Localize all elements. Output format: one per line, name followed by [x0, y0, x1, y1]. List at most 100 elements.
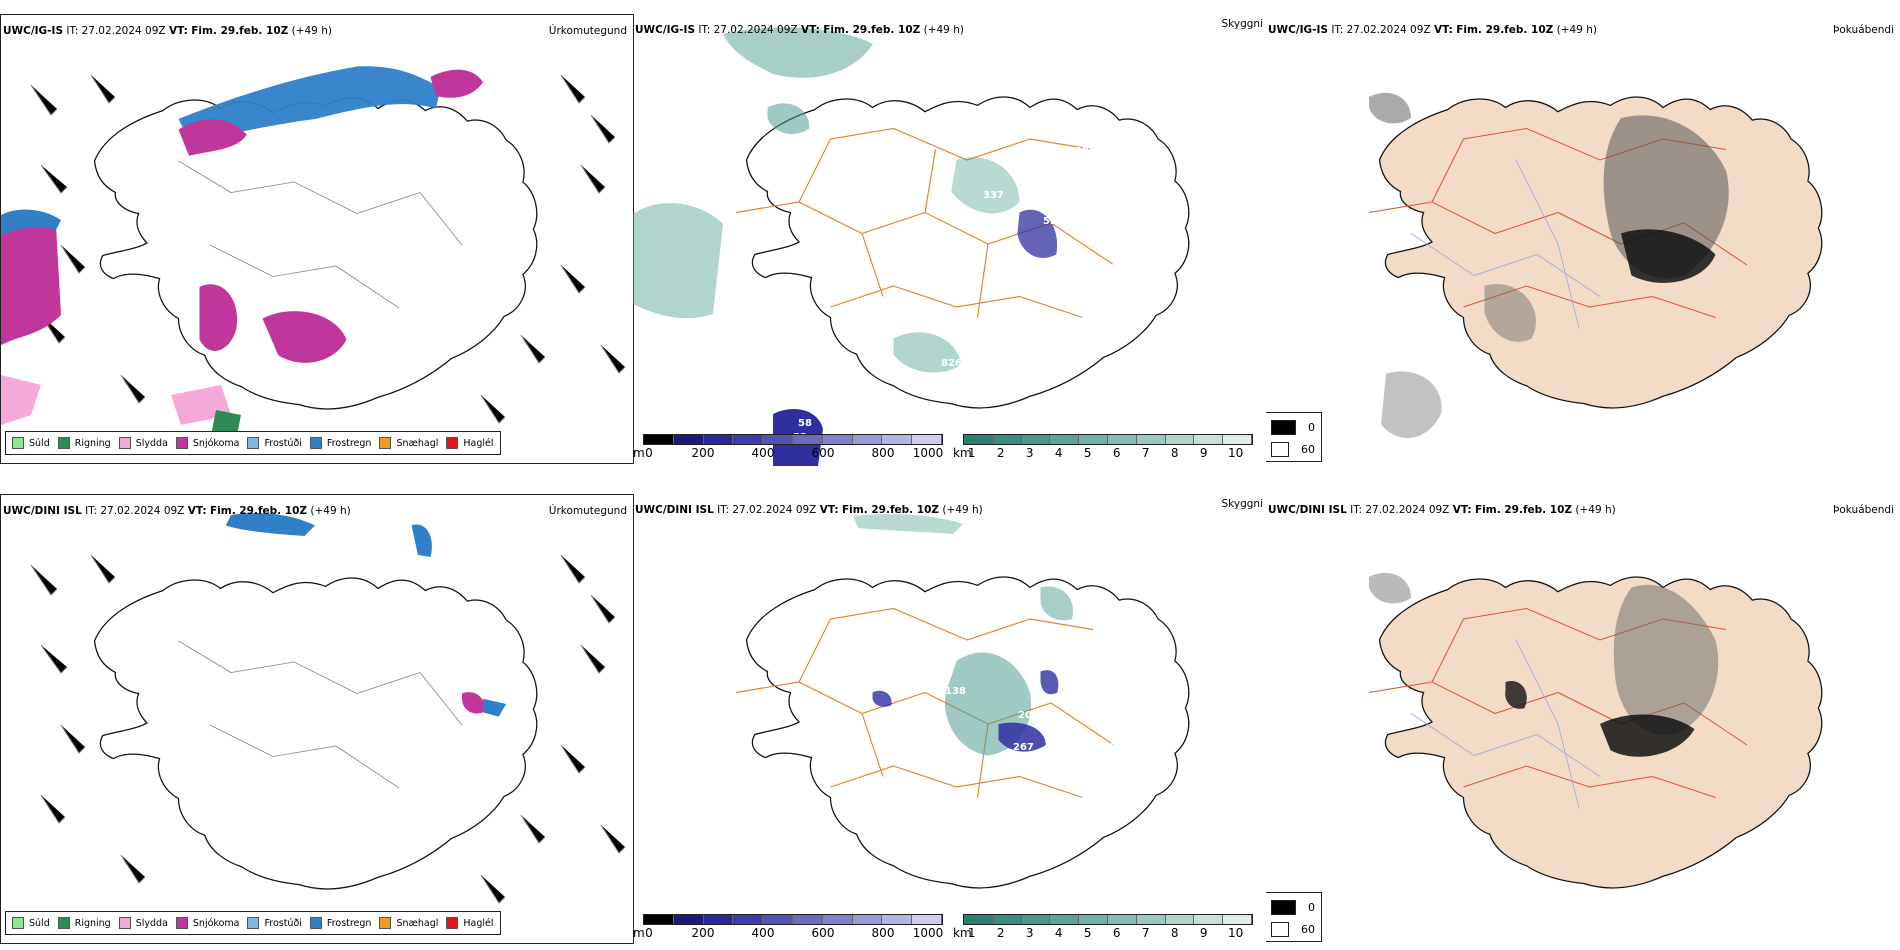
colorbar-tick: 8: [1170, 926, 1179, 940]
visibility-panel-top: 268 261 190 37 968 55 386 337 391 300 52…: [633, 14, 1265, 466]
panel-title: Skyggni: [1221, 498, 1264, 510]
panel-header: UWC/DINI ISL IT: 27.02.2024 09Z VT: Fim.…: [1268, 504, 1616, 516]
panel-header: UWC/DINI ISL IT: 27.02.2024 09Z VT: Fim.…: [3, 505, 351, 517]
vis-value-label: 227: [1063, 666, 1084, 677]
visibility-panel-bottom: 852 138 227 122 208 267 207 104 128 107 …: [633, 494, 1265, 946]
precip-type-map: [1, 66, 626, 440]
legend-item: Frostúði: [247, 917, 302, 929]
vis-value-label: 337: [983, 190, 1004, 201]
colorbar-tick: 800: [871, 926, 895, 940]
colorbar-tick: 3: [1025, 926, 1034, 940]
fog-index-map: [1368, 92, 1823, 438]
legend-item: Snæhagl: [379, 437, 438, 449]
vis-value-label: 37: [733, 114, 747, 125]
fog-legend-label: 60: [1301, 923, 1315, 936]
visibility-colorbar-m: m 0 200 400 600 800 1000: [633, 434, 944, 460]
panel-title: Úrkomutegund: [548, 25, 627, 37]
visibility-labels: 268 261 190 37 968 55 386 337 391 300 52…: [733, 58, 1124, 443]
colorbar-tick: 1000: [912, 446, 944, 460]
fog-legend-label: 0: [1308, 421, 1315, 434]
visibility-map: 852 138 227 122 208 267 207 104 128 107 …: [735, 514, 1190, 889]
colorbar-tick: 200: [691, 926, 715, 940]
legend-item: Snjókoma: [175, 917, 239, 929]
legend-item: Rigning: [57, 917, 111, 929]
legend-item: Haglél: [446, 917, 494, 929]
visibility-colorbar-m: m 0 200 400 600 800 1000: [633, 914, 944, 940]
colorbar-tick: 8: [1170, 446, 1179, 460]
visibility-map: 268 261 190 37 968 55 386 337 391 300 52…: [633, 27, 1190, 466]
legend-item: Haglél: [446, 437, 494, 449]
legend-item: Frostregn: [309, 917, 371, 929]
vis-value-label: 128: [1095, 742, 1116, 753]
colorbar-tick: 0: [645, 446, 653, 460]
vis-value-label: 58: [798, 418, 812, 429]
precip-legend: Súld Rigning Slydda Snjókoma Frostúði Fr…: [5, 911, 501, 935]
vis-value-label: 138: [945, 686, 966, 697]
panel-header: UWC/DINI ISL IT: 27.02.2024 09Z VT: Fim.…: [635, 504, 983, 516]
colorbar-unit: km: [953, 926, 972, 940]
wind-barbs: [30, 554, 626, 904]
colorbar-tick: 1000: [912, 926, 944, 940]
vis-value-label: 78: [1058, 648, 1072, 659]
vis-value-label: 261: [781, 84, 802, 95]
legend-item: Rigning: [57, 437, 111, 449]
colorbar-tick: 400: [751, 926, 775, 940]
vis-value-label: 300: [1073, 186, 1094, 197]
vis-value-label: 60: [933, 386, 947, 397]
legend-item: Frostregn: [309, 437, 371, 449]
precip-legend: Súld Rigning Slydda Snjókoma Frostúði Fr…: [5, 431, 501, 455]
panel-title: Úrkomutegund: [548, 505, 627, 517]
visibility-labels: 852 138 227 122 208 267 207 104 128 107 …: [945, 604, 1138, 767]
fog-legend-label: 0: [1308, 901, 1315, 914]
colorbar-tick: 7: [1141, 926, 1150, 940]
colorbar-tick: 4: [1054, 446, 1063, 460]
vis-value-label: 391: [1038, 176, 1059, 187]
colorbar-tick: 1: [967, 926, 976, 940]
vis-value-label: 52: [1043, 216, 1057, 227]
fog-index-panel-bottom: UWC/DINI ISL IT: 27.02.2024 09Z VT: Fim.…: [1266, 494, 1900, 946]
vis-value-label: 190: [811, 118, 832, 129]
precip-type-map: [30, 512, 626, 904]
vis-value-label: 852: [1111, 604, 1132, 615]
colorbar-tick: 5: [1083, 446, 1092, 460]
colorbar-tick: 400: [751, 446, 775, 460]
legend-item: Snæhagl: [379, 917, 438, 929]
colorbar-tick: 9: [1199, 926, 1208, 940]
vis-value-label: 386: [1075, 146, 1096, 157]
colorbar-tick: 2: [996, 926, 1005, 940]
panel-header: UWC/IG-IS IT: 27.02.2024 09Z VT: Fim. 29…: [635, 24, 964, 36]
colorbar-tick: 6: [1112, 446, 1121, 460]
fog-legend-label: 60: [1301, 443, 1315, 456]
colorbar-tick: 4: [1054, 926, 1063, 940]
vis-value-label: 968: [1103, 58, 1124, 69]
colorbar-unit: m: [633, 926, 645, 940]
vis-value-label: 107: [1117, 740, 1138, 751]
colorbar-tick: 3: [1025, 446, 1034, 460]
colorbar-tick: 9: [1199, 446, 1208, 460]
precip-type-panel-bottom: UWC/DINI ISL IT: 27.02.2024 09Z VT: Fim.…: [0, 494, 634, 944]
vis-value-label: 278: [1058, 256, 1079, 267]
colorbar-tick: 2: [996, 446, 1005, 460]
vis-value-label: 55: [1073, 130, 1087, 141]
colorbar-unit: m: [633, 446, 645, 460]
colorbar-tick: 10: [1227, 446, 1244, 460]
panel-header: UWC/IG-IS IT: 27.02.2024 09Z VT: Fim. 29…: [1268, 24, 1597, 36]
panel-header: UWC/IG-IS IT: 27.02.2024 09Z VT: Fim. 29…: [3, 25, 332, 37]
legend-item: Snjókoma: [175, 437, 239, 449]
panel-title: Þokuábendi: [1833, 24, 1894, 36]
legend-item: Súld: [12, 917, 50, 929]
colorbar-tick: 6: [1112, 926, 1121, 940]
colorbar-tick: 0: [645, 926, 653, 940]
vis-value-label: 94: [1103, 262, 1117, 273]
fog-index-map: [1368, 572, 1823, 889]
vis-value-label: 826: [941, 358, 962, 369]
legend-item: Slydda: [118, 437, 168, 449]
vis-value-label: 104: [1029, 756, 1050, 767]
colorbar-tick: 10: [1227, 926, 1244, 940]
colorbar-tick: 1: [967, 446, 976, 460]
legend-item: Frostúði: [247, 437, 302, 449]
wind-barbs: [30, 74, 626, 424]
visibility-colorbar-km: km 1 2 3 4 5 6 7 8 9 10: [953, 914, 1253, 940]
colorbar-tick: 600: [811, 446, 835, 460]
colorbar-tick: 200: [691, 446, 715, 460]
